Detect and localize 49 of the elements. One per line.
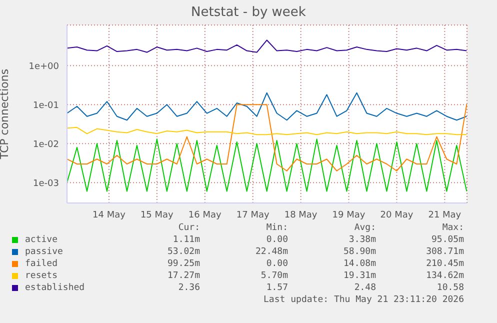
x-tick-label: 18 May	[284, 210, 318, 220]
x-tick-label: 16 May	[188, 210, 222, 220]
text: 5.70m	[260, 270, 288, 282]
legend-label: active	[24, 234, 59, 246]
legend-label: passive	[24, 246, 64, 258]
line-series	[67, 92, 467, 121]
text: 95.05m	[430, 234, 464, 246]
text: 10.58	[436, 282, 464, 294]
text: Max:	[441, 222, 464, 234]
text: 2.36	[177, 282, 200, 294]
text: 19.31m	[342, 270, 376, 282]
text: 210.45m	[425, 258, 464, 270]
text: 53.02m	[166, 246, 200, 258]
legend-label: established	[24, 282, 86, 294]
x-tick-label: 17 May	[236, 210, 270, 220]
text: 134.62m	[425, 270, 464, 282]
text: 2.48	[353, 282, 376, 294]
x-tick-label: 19 May	[332, 210, 366, 220]
text: 58.90m	[342, 246, 376, 258]
legend-label: resets	[24, 270, 59, 282]
line-series	[67, 126, 467, 136]
text: 3.38m	[348, 234, 376, 246]
y-tick-label: 1e-02	[33, 140, 59, 150]
y-axis-title: TCP connections	[0, 68, 11, 160]
text: 17.27m	[166, 270, 200, 282]
legend-label: failed	[24, 258, 59, 270]
text: Avg:	[353, 222, 376, 234]
text: Min:	[265, 222, 288, 234]
text: 0.00	[265, 234, 288, 246]
x-tick-label: 15 May	[140, 210, 174, 220]
text: Last update: Thu May 21 23:11:20 2026	[262, 294, 464, 306]
line-series	[67, 104, 467, 172]
text: 14.08m	[342, 258, 376, 270]
y-tick-label: 1e+00	[28, 62, 60, 72]
text: 22.48m	[254, 246, 288, 258]
y-tick-label: 1e-03	[33, 178, 59, 189]
text: 0.00	[265, 258, 288, 270]
line-series	[67, 40, 467, 53]
x-tick-label: 21 May	[428, 210, 462, 220]
x-tick-label: 20 May	[380, 210, 414, 220]
line-series	[67, 138, 467, 192]
text: Cur:	[177, 222, 200, 234]
text: 308.71m	[425, 246, 464, 258]
text: 99.25m	[166, 258, 200, 270]
x-tick-label: 14 May	[92, 210, 126, 220]
text: 1.57	[265, 282, 288, 294]
chart-title: Netstat - by week	[190, 5, 307, 20]
y-tick-label: 1e-01	[33, 100, 59, 111]
text: 1.11m	[172, 234, 200, 246]
